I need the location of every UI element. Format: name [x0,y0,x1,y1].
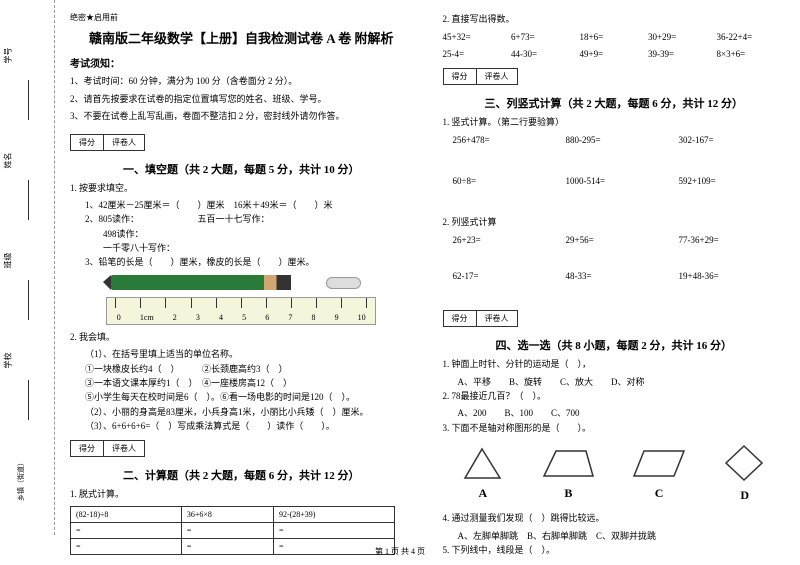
pencil-icon [111,275,291,290]
section-3-title: 三、列竖式计算（共 2 大题，每题 6 分，共计 12 分） [443,95,786,111]
q1-item-4: 一千零八十写作： [70,241,413,255]
q2-item-5: （2）、小丽的身高是83厘米，小兵身高1米，小丽比小兵矮（ ）厘米。 [70,405,413,419]
q2-item-4: ⑤小学生每天在校时间是6（ ）。⑥看一场电影的时间是120（ ）。 [70,390,413,404]
triangle-icon [460,446,505,481]
left-column: 绝密★启用前 赣南版二年级数学【上册】自我检测试卷 A 卷 附解析 考试须知： … [55,0,428,535]
notice-label: 考试须知： [70,55,413,70]
choice-q1: 1. 钟面上时针、分针的运动是（ ）， [443,357,786,371]
vert1-title: 1. 竖式计算。（第二行要验算） [443,115,786,129]
calc1-title: 1. 脱式计算。 [70,487,413,501]
binding-field-town: 乡镇（街道） [16,459,26,501]
q1-item-1: 1、42厘米－25厘米＝（ ）厘米 16米＋49米＝（ ）米 [70,198,413,212]
section-1-title: 一、填空题（共 2 大题，每题 5 分，共计 10 分） [70,161,413,177]
ruler-icon: 01cm2345678910 [106,297,376,325]
grader-label: 评卷人 [104,135,144,150]
score-box: 得分 评卷人 [70,134,145,151]
calc2-title: 2. 直接写出得数。 [443,12,786,26]
q2-item-1: （1）、在括号里填上适当的单位名称。 [70,347,413,361]
score-box-3: 得分 评卷人 [443,68,518,85]
q2-item-2: ①一块橡皮长约4（ ） ②长颈鹿高约3（ ） [70,362,413,376]
q2-item-3: ③一本语文课本厚约1（ ） ④一座楼房高12（ ） [70,376,413,390]
q2-title: 2. 我会填。 [70,330,413,344]
binding-margin: 学号 姓名 班级 学校 乡镇（街道） [0,0,55,535]
shapes-row: A B C D [443,443,786,503]
section-4-title: 四、选一选（共 8 小题，每题 2 分，共计 16 分） [443,337,786,353]
vert2-title: 2. 列竖式计算 [443,215,786,229]
q1-item-3: 498读作： [70,227,413,241]
exam-title: 赣南版二年级数学【上册】自我检测试卷 A 卷 附解析 [70,28,413,47]
notice-2: 2、请首先按要求在试卷的指定位置填写您的姓名、班级、学号。 [70,93,413,107]
diamond-icon [722,443,767,483]
binding-field-class: 班级 [3,253,14,269]
score-box-2: 得分 评卷人 [70,440,145,457]
choice-q4-opts: A、左脚单脚跳 B、右脚单脚跳 C、双脚并拢跳 [443,529,786,543]
choice-q2-opts: A、200 B、100 C、700 [443,406,786,420]
notice-3: 3、不要在试卷上乱写乱画，卷面不整洁扣 2 分，密封线外请勿作答。 [70,110,413,124]
page-footer: 第 1 页 共 4 页 [0,546,800,557]
eraser-icon [326,277,361,289]
confidential-mark: 绝密★启用前 [70,12,413,23]
binding-field-school: 学校 [3,353,14,369]
q1-item-5: 3、铅笔的长是（ ）厘米，橡皮的长是（ ）厘米。 [70,255,413,269]
right-column: 2. 直接写出得数。 45+32= 6+73= 18+6= 30+29= 36-… [428,0,800,535]
q1-item-2: 2、805读作： 五百一十七写作： [70,212,413,226]
score-box-4: 得分 评卷人 [443,310,518,327]
q2-item-6: （3）、6+6+6+6=（ ）写成乘法算式是（ ）读作（ ）。 [70,419,413,433]
binding-field-name: 姓名 [3,153,14,169]
trapezoid-icon [541,446,596,481]
binding-field-id: 学号 [3,48,14,64]
choice-q2: 2. 78最接近几百？（ ）。 [443,389,786,403]
notice-1: 1、考试时间：60 分钟，满分为 100 分（含卷面分 2 分）。 [70,75,413,89]
ruler-diagram: 01cm2345678910 [101,275,381,325]
choice-q3: 3. 下面不是轴对称图形的是（ ）。 [443,421,786,435]
section-2-title: 二、计算题（共 2 大题，每题 6 分，共计 12 分） [70,467,413,483]
q1-title: 1. 按要求填空。 [70,181,413,195]
choice-q4: 4. 通过测量我们发现（ ）跳得比较远。 [443,511,786,525]
choice-q1-opts: A、平移 B、旋转 C、放大 D、对称 [443,375,786,389]
score-label: 得分 [71,135,104,150]
parallelogram-icon [632,446,687,481]
